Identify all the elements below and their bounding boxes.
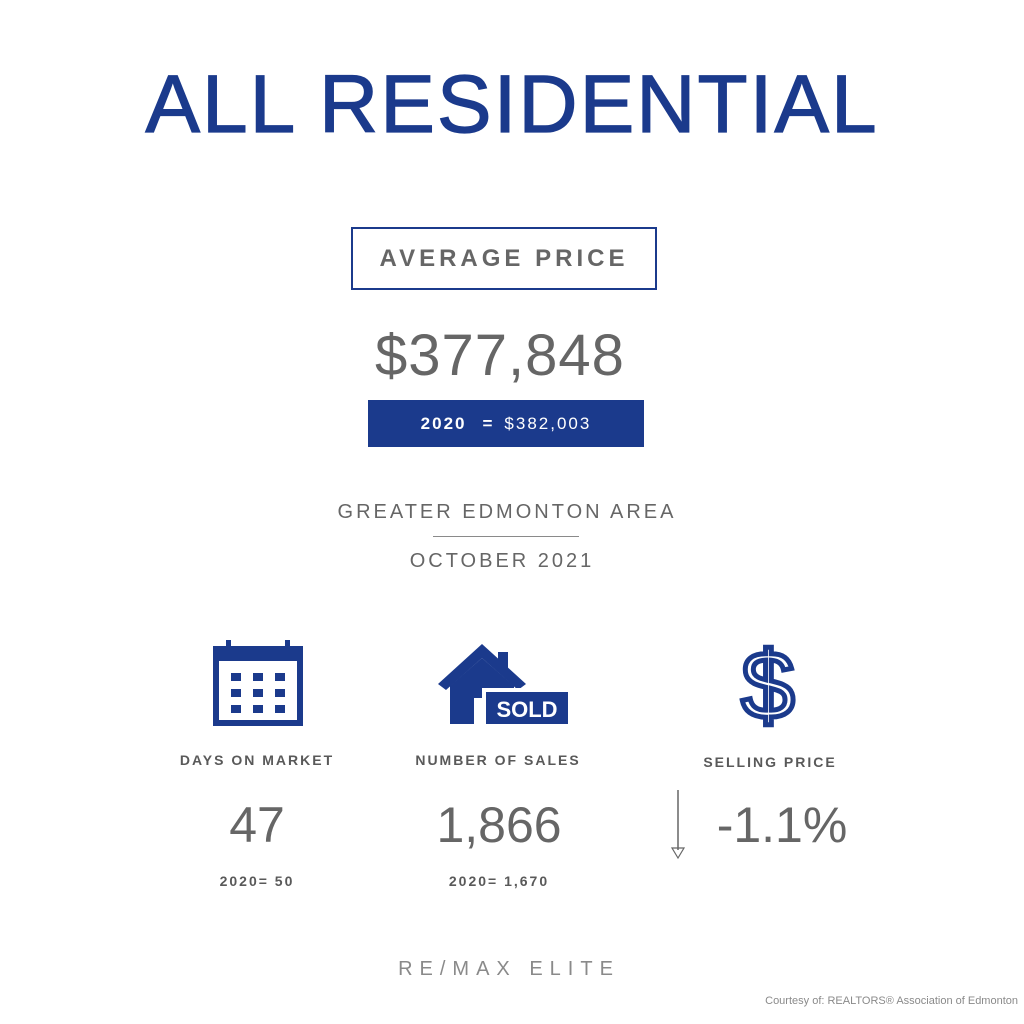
sold-sign-text: SOLD [496, 697, 557, 722]
average-price-value: $377,848 [375, 323, 625, 388]
region-period: OCTOBER 2021 [409, 550, 595, 572]
source-credit: Courtesy of: REALTORS® Association of Ed… [765, 995, 1018, 1007]
days-on-market-value: 47 [229, 797, 285, 853]
dollar-icon: $ [739, 640, 797, 730]
number-of-sales-previous: 2020= 1,670 [448, 873, 550, 889]
page-title: ALL RESIDENTIAL [145, 58, 879, 150]
average-price-label: AVERAGE PRICE [351, 227, 657, 290]
number-of-sales-value: 1,866 [436, 797, 562, 853]
comparison-value: $382,003 [504, 413, 592, 433]
days-on-market-previous: 2020= 50 [219, 873, 295, 889]
stat-number-of-sales: SOLD NUMBER OF SALES 1,866 2020= 1,670 [398, 640, 618, 900]
comparison-year: 2020 [420, 413, 467, 433]
down-arrow-icon [670, 790, 686, 860]
calendar-icon [213, 640, 303, 726]
selling-price-label: SELLING PRICE [703, 754, 837, 770]
brand-name: RE/MAX ELITE [398, 958, 620, 980]
region-area: GREATER EDMONTON AREA [337, 501, 677, 523]
svg-text:$: $ [741, 640, 794, 730]
average-price-comparison: 2020 = $382,003 [368, 400, 644, 447]
house-sold-icon: SOLD [438, 644, 570, 726]
number-of-sales-label: NUMBER OF SALES [415, 752, 581, 768]
selling-price-value: -1.1% [716, 797, 848, 853]
days-on-market-label: DAYS ON MARKET [179, 752, 335, 768]
region-divider [433, 536, 579, 537]
stat-selling-price: $ SELLING PRICE -1.1% [660, 640, 880, 900]
stat-days-on-market: DAYS ON MARKET 47 2020= 50 [157, 640, 357, 900]
comparison-equals: = [482, 413, 495, 433]
